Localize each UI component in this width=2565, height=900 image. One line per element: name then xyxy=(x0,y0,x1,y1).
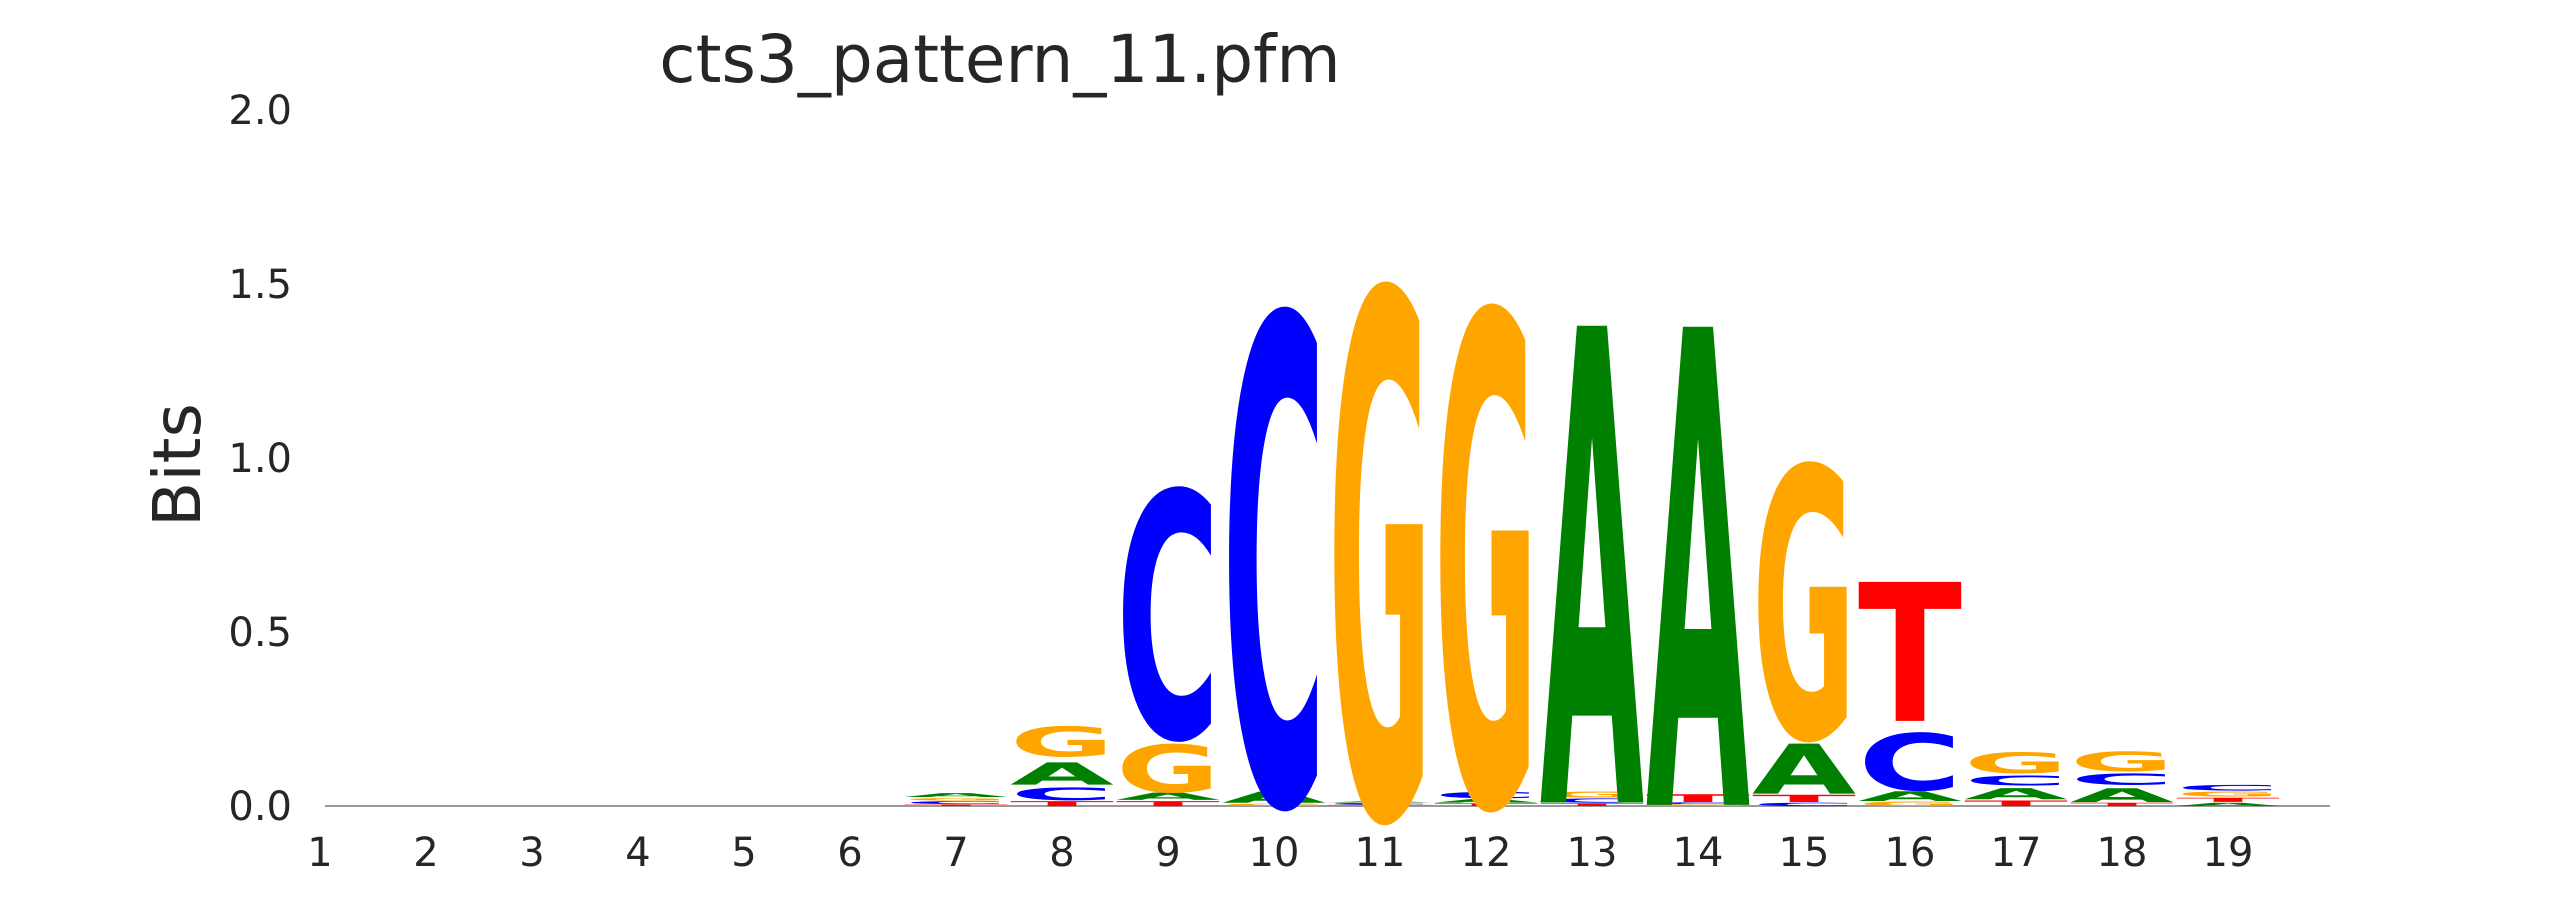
logo-letter-A: A xyxy=(2176,802,2281,807)
chart-title: cts3_pattern_11.pfm xyxy=(659,21,1340,98)
x-tick-label: 1 xyxy=(307,830,332,876)
logo-letter-C: C xyxy=(2176,783,2280,792)
logo-letter-G: G xyxy=(1540,790,1644,799)
x-tick-label: 8 xyxy=(1049,830,1074,876)
x-tick-label: 12 xyxy=(1461,830,1512,876)
logo-letter-C: C xyxy=(904,800,1008,804)
x-tick-label: 16 xyxy=(1885,830,1936,876)
y-tick-label: 1.5 xyxy=(228,262,292,308)
logo-letter-T: T xyxy=(1964,799,2069,808)
logo-letter-G: G xyxy=(2070,746,2174,777)
logo-letter-C: C xyxy=(1328,803,1432,806)
logo-letter-T: T xyxy=(1540,803,1644,807)
logo-letter-A: A xyxy=(1858,789,1962,805)
x-tick-label: 6 xyxy=(837,830,862,876)
logo-letter-C: C xyxy=(1646,802,1750,805)
logo-letter-A: A xyxy=(1752,731,1857,811)
logo-letter-G: G xyxy=(904,797,1008,801)
logo-letter-G: G xyxy=(1752,392,1856,826)
logo-letter-A: A xyxy=(1010,756,1114,791)
logo-letter-A: A xyxy=(1328,801,1433,803)
x-tick-label: 10 xyxy=(1249,830,1300,876)
logo-letter-T: T xyxy=(1646,792,1750,804)
logo-letter-G: G xyxy=(1010,719,1114,766)
logo-letter-A: A xyxy=(904,792,1009,798)
logo-letter-G: G xyxy=(1328,148,1432,900)
logo-letter-T: T xyxy=(904,804,1008,807)
logo-letter-C: C xyxy=(1540,797,1644,804)
logo-letter-C: C xyxy=(1964,773,2068,789)
logo-letter-G: G xyxy=(1858,801,1962,808)
y-tick-label: 0.5 xyxy=(228,610,292,656)
logo-letter-T: T xyxy=(1328,805,1432,807)
logo-letter-C: C xyxy=(1010,784,1114,804)
x-tick-label: 4 xyxy=(625,830,650,876)
logo-letter-G: G xyxy=(1646,804,1750,807)
logo-letter-T: T xyxy=(1010,800,1115,808)
logo-letter-C: C xyxy=(1434,790,1538,800)
x-tick-label: 3 xyxy=(519,830,544,876)
x-axis-ticks: 1 2 3 4 5 6 7 8 9 10 11 12 13 14 15 16 17 18 19 xyxy=(307,830,2253,876)
logo-letter-G: G xyxy=(1434,179,1538,900)
logo-letter-T: T xyxy=(2070,802,2174,807)
logo-letter-G: G xyxy=(1222,803,1326,807)
logo-letter-G: G xyxy=(2176,790,2280,798)
logo-letter-C: C xyxy=(1116,425,1220,818)
x-tick-label: 13 xyxy=(1567,830,1618,876)
logo-letter-T: T xyxy=(1116,800,1221,808)
x-tick-label: 9 xyxy=(1155,830,1180,876)
y-tick-label: 0.0 xyxy=(228,784,292,830)
x-tick-label: 15 xyxy=(1779,830,1830,876)
logo-letter-A: A xyxy=(1222,789,1326,807)
x-tick-label: 17 xyxy=(1991,830,2042,876)
x-tick-label: 7 xyxy=(943,830,968,876)
logo-letter-G: G xyxy=(1964,747,2068,780)
logo-letter-A: A xyxy=(1434,798,1539,804)
x-tick-label: 19 xyxy=(2203,830,2254,876)
logo-letter-C: C xyxy=(2070,770,2174,788)
x-tick-label: 18 xyxy=(2097,830,2148,876)
logo-letter-T: T xyxy=(1752,793,1856,804)
logo-letter-G: G xyxy=(1116,732,1220,807)
y-tick-label: 2.0 xyxy=(228,88,292,134)
logo-letter-A: A xyxy=(1964,785,2068,803)
logo-letter-C: C xyxy=(1222,182,1326,900)
x-tick-label: 5 xyxy=(731,830,756,876)
logo-letter-T: T xyxy=(1858,544,1962,766)
logo-letter-C: C xyxy=(1752,802,1856,807)
x-tick-label: 14 xyxy=(1673,830,1724,876)
logo-letter-A: A xyxy=(1540,197,1645,900)
x-tick-label: 2 xyxy=(413,830,438,876)
x-tick-label: 11 xyxy=(1355,830,1406,876)
y-axis-label: Bits xyxy=(139,403,216,527)
logo-letter-A: A xyxy=(1646,197,1751,900)
y-tick-label: 1.0 xyxy=(228,436,292,482)
logo-letter-A: A xyxy=(1116,791,1220,802)
logo-letter-A: A xyxy=(2070,784,2174,806)
logo-letter-T: T xyxy=(1434,803,1538,807)
logo-letter-T: T xyxy=(2176,797,2280,804)
y-axis-ticks: 0.0 0.5 1.0 1.5 2.0 xyxy=(228,88,292,830)
logo-letter-C: C xyxy=(1858,718,1962,809)
